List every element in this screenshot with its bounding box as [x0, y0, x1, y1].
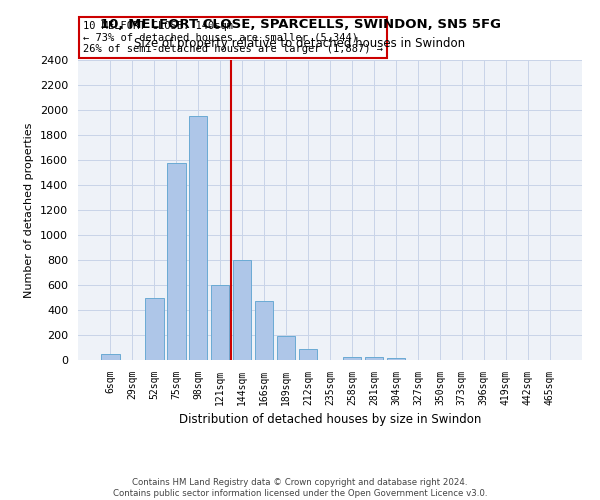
Text: Size of property relative to detached houses in Swindon: Size of property relative to detached ho… [134, 38, 466, 51]
Y-axis label: Number of detached properties: Number of detached properties [25, 122, 34, 298]
Bar [343, 356, 361, 360]
Bar [299, 350, 317, 360]
Bar [101, 354, 119, 360]
Bar [211, 285, 229, 360]
X-axis label: Distribution of detached houses by size in Swindon: Distribution of detached houses by size … [179, 414, 481, 426]
Text: 10 MELFORT CLOSE: 140sqm
← 73% of detached houses are smaller (5,344)
26% of sem: 10 MELFORT CLOSE: 140sqm ← 73% of detach… [83, 21, 383, 54]
Text: Contains HM Land Registry data © Crown copyright and database right 2024.
Contai: Contains HM Land Registry data © Crown c… [113, 478, 487, 498]
Bar [277, 336, 295, 360]
Text: 10, MELFORT CLOSE, SPARCELLS, SWINDON, SN5 5FG: 10, MELFORT CLOSE, SPARCELLS, SWINDON, S… [100, 18, 500, 30]
Bar [189, 116, 208, 360]
Bar [145, 298, 164, 360]
Bar [386, 358, 405, 360]
Bar [365, 357, 383, 360]
Bar [255, 301, 274, 360]
Bar [167, 162, 185, 360]
Bar [233, 260, 251, 360]
